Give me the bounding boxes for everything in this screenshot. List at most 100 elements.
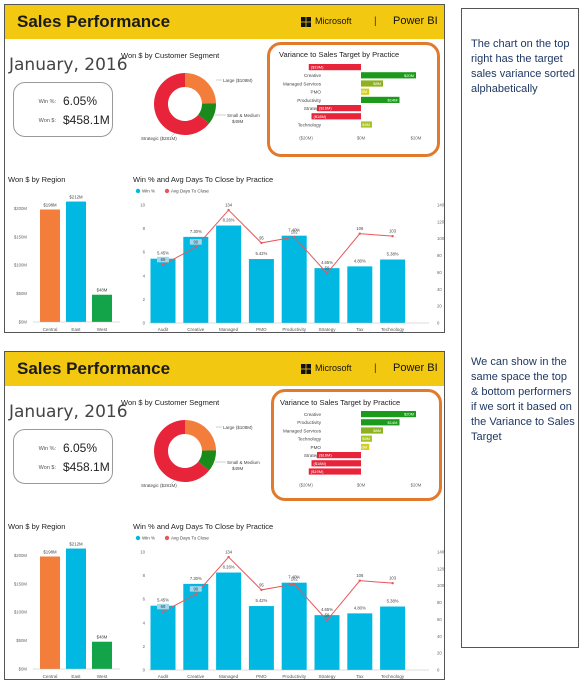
variance-bar-chart[interactable]: Creative $20M Productivity $14M Managed Serv… (271, 407, 441, 502)
days-point[interactable] (325, 272, 329, 275)
win-bar[interactable] (314, 615, 340, 670)
variance-bar[interactable] (361, 443, 370, 450)
win-y-left-tick: 2 (143, 644, 146, 649)
segment-donut-chart[interactable]: Large ($108M) Small & Medium$49M Strategic… (115, 61, 265, 181)
variance-bar[interactable] (361, 96, 400, 103)
win-bar[interactable] (183, 583, 209, 670)
win-bar[interactable] (347, 266, 373, 323)
variance-category-label: PMO (311, 90, 322, 95)
won-amount-label: Won $: (38, 118, 56, 124)
days-point[interactable] (161, 610, 165, 614)
variance-bar[interactable] (361, 411, 416, 418)
region-chart-title: Won $ by Region (8, 522, 66, 531)
donut-slice-small-medium[interactable] (198, 450, 216, 471)
days-point[interactable] (391, 234, 394, 238)
region-bar-west[interactable] (92, 294, 112, 322)
days-point[interactable] (260, 241, 263, 245)
win-combo-chart[interactable]: Win % Avg Days To Close024681002040608010… (123, 532, 444, 680)
variance-bar[interactable] (308, 64, 361, 71)
win-bar-label: 7.30% (190, 229, 202, 234)
days-point[interactable] (194, 592, 197, 596)
region-bar-central[interactable] (40, 556, 60, 670)
days-point[interactable] (325, 619, 329, 622)
variance-bar[interactable] (361, 435, 372, 442)
region-bar-label: $198M (43, 203, 57, 208)
win-combo-chart[interactable]: Win % Avg Days To Close024681002040608010… (123, 185, 445, 333)
segment-donut-chart[interactable]: Large ($108M) Small & Medium$49M Strategic… (115, 408, 265, 528)
win-bar[interactable] (150, 258, 176, 323)
region-bar-chart[interactable]: $0M $50M $100M $150M $200M $198M Central $212M E… (5, 185, 125, 333)
microsoft-label: Microsoft (315, 363, 352, 373)
days-point[interactable] (227, 555, 230, 559)
win-bar[interactable] (248, 606, 274, 670)
win-bar[interactable] (248, 259, 274, 323)
days-point[interactable] (161, 263, 165, 267)
days-point[interactable] (293, 235, 296, 239)
variance-bar[interactable] (308, 468, 361, 475)
win-bar[interactable] (150, 605, 176, 670)
variance-bar[interactable] (317, 452, 361, 459)
win-pct-value: 6.05% (63, 94, 98, 108)
variance-bar[interactable] (361, 88, 370, 95)
variance-bar[interactable] (361, 121, 372, 128)
segment-label-strategic: Strategic ($281M) (141, 483, 177, 488)
win-bar[interactable] (216, 572, 242, 670)
variance-bar[interactable] (361, 80, 383, 87)
region-bar-west[interactable] (92, 641, 112, 669)
days-point[interactable] (391, 581, 394, 585)
win-bar[interactable] (281, 235, 307, 323)
variance-bar[interactable] (361, 72, 416, 79)
win-bar[interactable] (380, 606, 406, 670)
kpi-card[interactable]: Win %: 6.05% Won $: $458.1M (13, 82, 113, 137)
win-category-label: Audit (158, 674, 169, 679)
win-bar[interactable] (347, 613, 373, 670)
days-point[interactable] (358, 232, 361, 235)
days-point[interactable] (194, 245, 197, 249)
win-y-right-tick: 120 (437, 219, 445, 224)
report-panel-bottom: Sales Performance Microsoft | Power BI J… (4, 351, 445, 680)
donut-slice-strategic[interactable] (154, 73, 210, 135)
region-y-tick: $50M (16, 638, 27, 643)
region-y-tick: $100M (14, 263, 28, 268)
win-bar[interactable] (216, 225, 242, 323)
region-bar-east[interactable] (66, 548, 86, 669)
donut-slice-strategic[interactable] (154, 420, 210, 482)
variance-bar[interactable] (361, 419, 400, 426)
win-bar[interactable] (314, 268, 340, 323)
win-bar-label: 4.65% (321, 607, 333, 612)
win-bar[interactable] (183, 236, 209, 323)
region-y-tick: $200M (14, 553, 28, 558)
variance-bar[interactable] (361, 427, 383, 434)
days-point[interactable] (293, 582, 296, 586)
variance-bar[interactable] (311, 460, 362, 467)
region-bar-east[interactable] (66, 201, 86, 322)
donut-slice-large[interactable] (185, 420, 216, 451)
days-point[interactable] (260, 588, 263, 592)
days-point[interactable] (358, 579, 361, 582)
segment-label-large: Large ($108M) (223, 78, 253, 83)
region-y-tick: $50M (16, 291, 27, 296)
region-bar-central[interactable] (40, 209, 60, 323)
variance-category-label: Managed Services (283, 428, 322, 433)
region-bar-chart[interactable]: $0M $50M $100M $150M $200M $198M Central $212M E… (5, 532, 125, 680)
win-bar[interactable] (281, 582, 307, 670)
win-bar-label: 5.38% (387, 599, 399, 604)
variance-bar[interactable] (317, 105, 361, 112)
kpi-card[interactable]: Win %: 6.05% Won $: $458.1M (13, 429, 113, 484)
win-bar-label: 5.45% (157, 598, 169, 603)
variance-category-label: Productivity (297, 420, 321, 425)
donut-slice-large[interactable] (185, 73, 216, 104)
days-point-label: 102 (291, 229, 299, 234)
variance-bar[interactable] (311, 113, 362, 120)
variance-bar-label: $20M (404, 73, 414, 78)
donut-slice-small-medium[interactable] (198, 103, 216, 124)
days-point-label: 102 (291, 576, 299, 581)
variance-chart-title: Variance to Sales Target by Practice (280, 398, 401, 407)
days-point[interactable] (227, 208, 230, 212)
win-bar-label: 8.26% (223, 218, 235, 223)
win-y-left-tick: 4 (143, 620, 146, 625)
win-category-label: Creative (187, 327, 205, 332)
win-category-label: Services (220, 332, 238, 333)
win-bar[interactable] (380, 259, 406, 323)
